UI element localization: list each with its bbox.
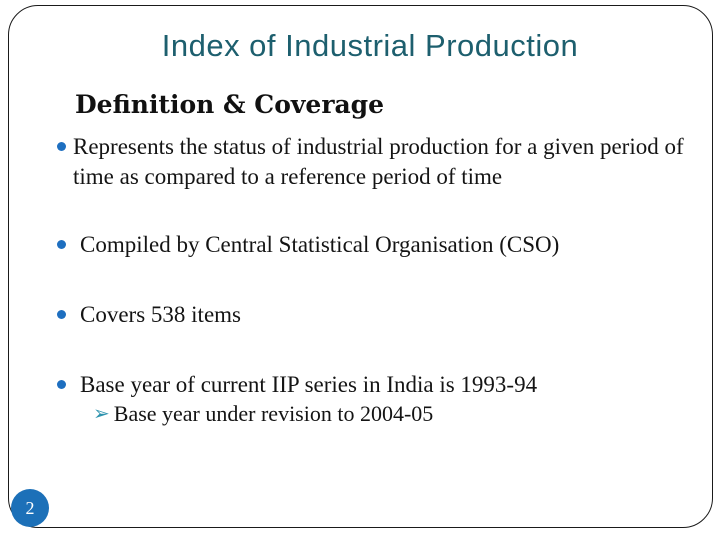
page-number-badge: 2 <box>11 489 49 527</box>
bullet-item: Base year of current IIP series in India… <box>55 370 537 400</box>
bullet-dot-icon <box>57 310 66 319</box>
bullet-text: Base year of current IIP series in India… <box>80 372 538 397</box>
slide-border-frame <box>8 5 713 528</box>
bullet-text: Represents the status of industrial prod… <box>73 134 684 189</box>
page-number: 2 <box>25 497 35 518</box>
section-heading: Definition & Coverage <box>75 90 385 119</box>
bullet-dot-icon <box>57 240 66 249</box>
bullet-text: Compiled by Central Statistical Organisa… <box>80 232 560 257</box>
bullet-item: Covers 538 items <box>55 300 241 330</box>
bullet-dot-icon <box>57 380 66 389</box>
arrow-bullet-icon: ➢ <box>93 403 110 425</box>
bullet-item: Represents the status of industrial prod… <box>55 132 685 192</box>
sub-bullet-text: Base year under revision to 2004-05 <box>113 401 434 426</box>
bullet-dot-icon <box>57 142 66 151</box>
sub-bullet-item: ➢ Base year under revision to 2004-05 <box>93 400 433 428</box>
slide-title: Index of Industrial Production <box>161 28 579 63</box>
bullet-text: Covers 538 items <box>80 302 241 327</box>
bullet-item: Compiled by Central Statistical Organisa… <box>55 230 559 260</box>
